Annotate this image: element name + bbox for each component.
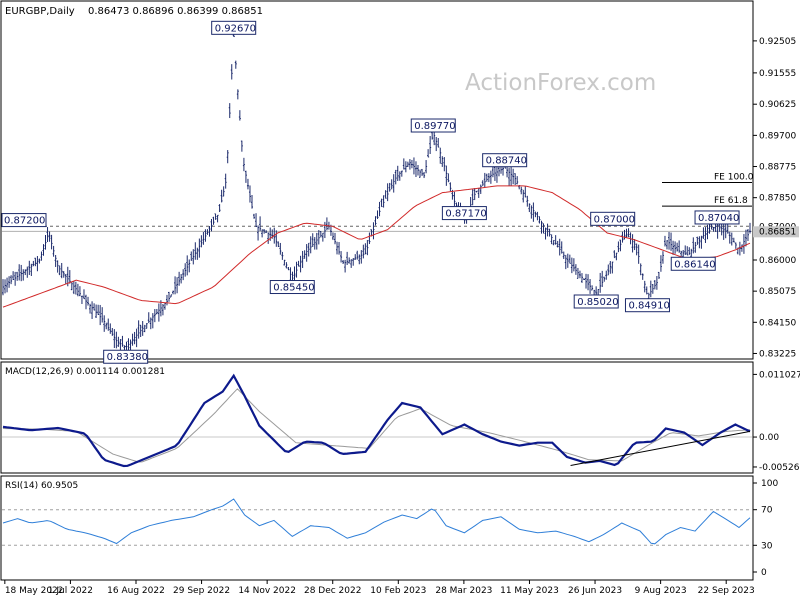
price-panel-frame — [0, 0, 754, 360]
fib-extension-lines: FE 100.0 FE 61.8 — [662, 173, 754, 207]
price-axis: 0.92505 0.91555 0.90625 0.89700 0.88775 0.878… — [753, 37, 796, 359]
macd-axis: 0.011027 0.00 -0.005267 — [753, 370, 800, 473]
price-axis-label-0: 0.92505 — [759, 37, 796, 47]
rsi-title: RSI(14) 60.9505 — [5, 481, 78, 491]
annotation-label-8: 0.85020 — [577, 297, 618, 308]
annotation-box-4 — [410, 118, 456, 133]
annotation-label-4: 0.89770 — [414, 121, 455, 132]
price-axis-label-2: 0.90625 — [759, 100, 796, 110]
rsi-axis-label-1: 70 — [761, 506, 773, 516]
price-axis-label-8: 0.85075 — [759, 287, 796, 297]
macd-main-line — [2, 373, 751, 468]
price-axis-label-3: 0.89700 — [759, 131, 796, 141]
rsi-axis-label-2: 30 — [761, 541, 773, 551]
macd-trendline — [570, 430, 751, 466]
rsi-axis-label-0: 100 — [761, 479, 778, 489]
rsi-axis: 100 70 30 0 — [753, 479, 778, 578]
time-axis-label-6: 10 Feb 2023 — [370, 586, 426, 596]
current-price-tag — [753, 226, 799, 238]
price-axis-label-10: 0.83225 — [759, 349, 796, 359]
macd-axis-label-0: 0.011027 — [759, 370, 800, 380]
rsi-level-lines — [2, 509, 752, 546]
annotation-box-7 — [590, 211, 636, 226]
annotation-label-5: 0.87170 — [445, 209, 486, 220]
time-axis-label-10: 9 Aug 2023 — [635, 586, 687, 596]
annotation-box-8 — [573, 294, 619, 309]
annotation-label-9: 0.84910 — [628, 301, 669, 312]
time-axis-label-0: 18 May 2022 — [5, 586, 64, 596]
macd-axis-label-2: -0.005267 — [759, 463, 800, 473]
time-axis-label-7: 28 Mar 2023 — [435, 586, 492, 596]
current-price-tag-label: 0.86851 — [759, 227, 796, 237]
watermark-text: ActionForex.com — [465, 70, 656, 96]
time-axis-label-9: 26 Jun 2023 — [568, 586, 622, 596]
annotation-box-11 — [670, 256, 716, 271]
price-annotations: 0.87200 0.83380 0.92670 0.85450 0.89770 0.871… — [1, 20, 740, 364]
time-axis-label-11: 22 Sep 2023 — [698, 586, 755, 596]
annotation-box-0 — [1, 213, 47, 228]
macd-panel-frame — [0, 361, 754, 474]
price-axis-label-5: 0.87850 — [759, 194, 796, 204]
price-axis-label-7: 0.86000 — [759, 256, 796, 266]
annotation-box-1 — [103, 349, 149, 364]
annotation-label-3: 0.85450 — [273, 283, 314, 294]
price-axis-label-4: 0.88775 — [759, 163, 796, 173]
fib-label-1: FE 61.8 — [714, 196, 748, 206]
macd-axis-label-1: 0.00 — [759, 433, 779, 443]
rsi-line — [2, 498, 751, 545]
price-axis-label-1: 0.91555 — [759, 69, 796, 79]
annotation-label-6: 0.88740 — [486, 156, 527, 167]
annotation-box-5 — [441, 206, 487, 221]
fib-label-0: FE 100.0 — [714, 173, 754, 183]
time-axis-label-3: 29 Sep 2022 — [173, 586, 230, 596]
annotation-label-1: 0.83380 — [107, 352, 148, 363]
annotation-box-3 — [269, 280, 315, 295]
time-axis-label-5: 28 Dec 2022 — [304, 586, 362, 596]
rsi-axis-label-3: 0 — [761, 568, 767, 578]
annotation-box-9 — [624, 298, 670, 313]
annotation-label-11: 0.86140 — [674, 259, 715, 270]
annotation-box-6 — [482, 153, 528, 168]
ohlc-readout: 0.86473 0.86896 0.86399 0.86851 — [88, 6, 263, 17]
time-axis-label-4: 14 Nov 2022 — [238, 586, 296, 596]
rsi-panel-frame — [0, 475, 754, 581]
annotation-label-2: 0.92670 — [215, 23, 256, 34]
annotation-box-2 — [211, 20, 257, 35]
annotation-label-0: 0.87200 — [4, 216, 45, 227]
price-axis-label-9: 0.84150 — [759, 318, 796, 328]
symbol-label: EURGBP,Daily — [5, 6, 75, 17]
time-axis-label-1: 1 Jul 2022 — [48, 586, 93, 596]
price-bars — [2, 34, 751, 353]
annotation-box-10 — [694, 210, 740, 225]
macd-signal-line — [2, 388, 751, 463]
time-axis-label-8: 11 May 2023 — [500, 586, 559, 596]
time-axis-label-2: 16 Aug 2022 — [107, 586, 165, 596]
annotation-label-10: 0.87040 — [698, 213, 739, 224]
moving-average-line — [2, 185, 751, 308]
annotation-label-7: 0.87000 — [594, 214, 635, 225]
macd-title: MACD(12,26,9) 0.001114 0.001281 — [5, 367, 165, 377]
